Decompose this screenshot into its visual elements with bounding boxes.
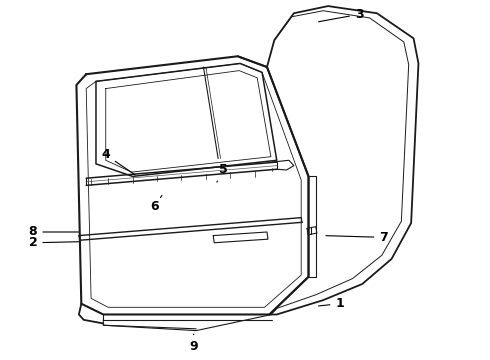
Text: 3: 3 <box>318 8 364 22</box>
Text: 8: 8 <box>29 225 78 238</box>
Text: 1: 1 <box>318 297 344 310</box>
Text: 5: 5 <box>217 163 227 182</box>
Text: 6: 6 <box>150 195 162 213</box>
Text: 9: 9 <box>189 334 198 353</box>
Text: 2: 2 <box>28 236 78 249</box>
Text: 4: 4 <box>101 148 135 175</box>
Text: 7: 7 <box>326 231 388 244</box>
